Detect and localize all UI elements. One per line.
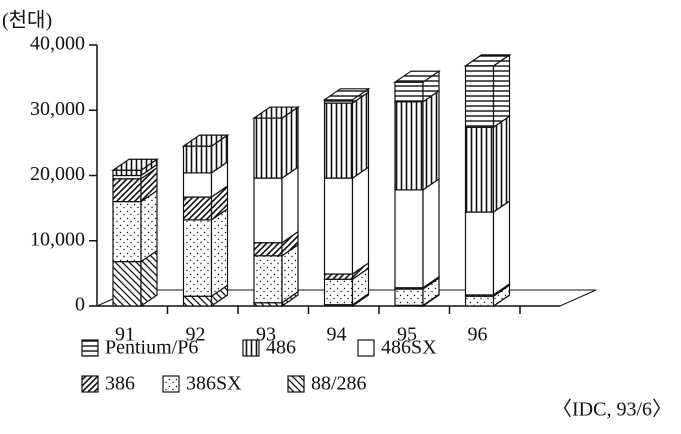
source: 〈IDC, 93/6〉 (552, 399, 672, 421)
y-axis-label: (천대) (2, 9, 52, 32)
bar-segment (112, 201, 142, 263)
x-tick-label: 93 (256, 324, 276, 346)
bar-segment-side (422, 177, 440, 289)
y-tick-label: 30,000 (30, 98, 85, 120)
bar-segment (464, 295, 495, 307)
legend-label: Pentium/P6 (105, 337, 198, 359)
bar-segment (182, 219, 213, 297)
bar-segment (394, 81, 424, 103)
y-tick-label: 40,000 (30, 33, 85, 55)
bar-segment-side (281, 105, 299, 180)
x-tick-label: 95 (397, 324, 417, 346)
bar-segment-side (140, 189, 158, 263)
bar-segment (464, 126, 495, 213)
legend-label: 486 (266, 337, 296, 359)
x-tick-label: 92 (186, 324, 206, 346)
legend-swatch (162, 375, 180, 393)
bar-top (111, 158, 159, 171)
y-tick-label: 10,000 (30, 228, 85, 250)
bar-segment (323, 177, 354, 275)
bar-segment-side (492, 53, 511, 129)
legend-swatch (287, 375, 305, 393)
legend-label: 88/286 (311, 373, 367, 395)
bar-segment-side (492, 199, 511, 297)
bar-segment (112, 178, 142, 203)
bar-segment (182, 196, 213, 221)
x-tick-label: 96 (468, 324, 488, 346)
bar-segment (182, 295, 213, 307)
bar-segment (394, 189, 424, 289)
bar-segment (253, 242, 283, 257)
bar-top (252, 106, 300, 119)
bar-segment (323, 273, 354, 280)
bar-segment (112, 261, 142, 307)
bar-segment-side (422, 89, 440, 191)
bar-segment (394, 101, 424, 191)
legend-label: 386 (105, 373, 135, 395)
bar-top (463, 54, 512, 67)
bar-segment (253, 117, 283, 179)
legend-swatch (81, 339, 99, 357)
bar-segment (182, 172, 213, 198)
bar-segment (464, 211, 495, 296)
legend-label: 486SX (381, 337, 437, 359)
y-tick-label: 0 (75, 294, 85, 316)
bar-top (322, 88, 371, 101)
legend-label: 386SX (186, 373, 242, 395)
bar-segment-side (492, 115, 511, 214)
legend-swatch (242, 339, 260, 357)
bar-top (181, 134, 230, 147)
x-tick-label: 94 (327, 324, 347, 346)
bar-segment-side (210, 207, 229, 298)
bar-segment (182, 145, 213, 174)
bar-top (393, 70, 441, 83)
legend-swatch (81, 375, 99, 393)
bar-segment (394, 288, 424, 306)
bar-segment (112, 169, 142, 177)
bar-segment-side (281, 165, 299, 244)
bar-segment (253, 177, 283, 244)
y-tick-label: 20,000 (30, 163, 85, 185)
bar-segment (323, 102, 354, 179)
legend-swatch (357, 339, 375, 357)
bar-segment-side (351, 165, 370, 276)
x-tick-label: 91 (115, 324, 135, 346)
bar-segment (323, 278, 354, 306)
bar-segment-side (351, 90, 370, 180)
bar-segment (253, 255, 283, 304)
bar-segment (464, 65, 495, 128)
